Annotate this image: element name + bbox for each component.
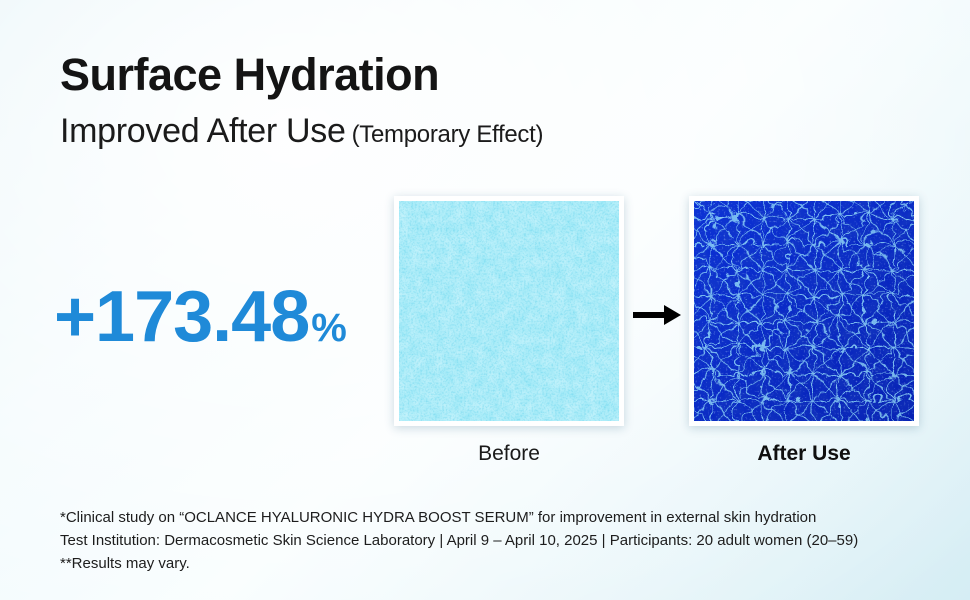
footnote-disclaimer: **Results may vary. bbox=[60, 555, 190, 572]
after-panel: After Use bbox=[689, 196, 919, 466]
subtitle-note: (Temporary Effect) bbox=[351, 120, 544, 148]
page-subtitle: Improved After Use (Temporary Effect) bbox=[60, 112, 543, 151]
footnotes: *Clinical study on “OCLANCE HYALURONIC H… bbox=[60, 506, 934, 575]
footnote-institution: Test Institution: Dermacosmetic Skin Sci… bbox=[60, 532, 859, 549]
hydration-improvement-stat: +173.48% bbox=[54, 276, 347, 358]
stat-value: +173.48 bbox=[54, 277, 310, 357]
page-title: Surface Hydration bbox=[60, 49, 440, 100]
footnote-study: *Clinical study on “OCLANCE HYALURONIC H… bbox=[60, 509, 817, 526]
stat-unit: % bbox=[311, 306, 347, 350]
before-panel: Before bbox=[394, 196, 624, 466]
after-label: After Use bbox=[757, 442, 851, 465]
right-arrow-icon bbox=[633, 302, 681, 328]
after-skin-texture-image bbox=[689, 196, 919, 426]
subtitle-main: Improved After Use bbox=[60, 111, 346, 150]
header: Surface Hydration Improved After Use (Tem… bbox=[60, 50, 543, 151]
before-skin-texture-image bbox=[394, 196, 624, 426]
before-label: Before bbox=[478, 442, 540, 465]
